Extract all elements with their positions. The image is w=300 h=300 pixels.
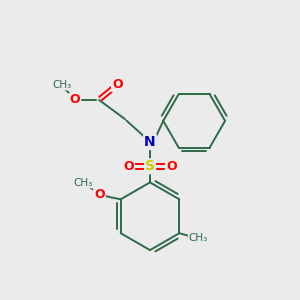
Text: O: O (124, 160, 134, 173)
Text: CH₃: CH₃ (189, 233, 208, 244)
Text: CH₃: CH₃ (74, 178, 93, 188)
Text: N: N (144, 135, 156, 149)
Text: O: O (166, 160, 176, 173)
Text: O: O (70, 93, 80, 106)
Text: O: O (112, 78, 123, 91)
Text: O: O (94, 188, 105, 201)
Text: S: S (145, 159, 155, 173)
Text: CH₃: CH₃ (52, 80, 71, 90)
